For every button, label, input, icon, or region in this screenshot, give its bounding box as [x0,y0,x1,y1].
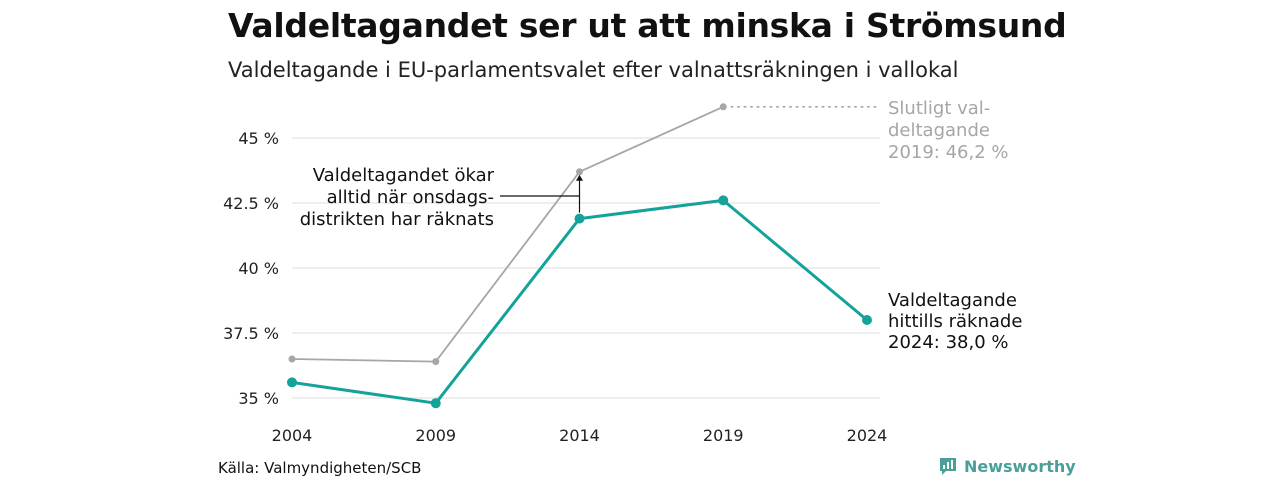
final-series-point [576,168,583,176]
counted-annotation-line: hittills räknade [888,311,1022,332]
counted-series-point [287,377,297,388]
x-tick-label: 2014 [559,426,600,445]
y-tick-label: 42.5 % [223,194,279,213]
final-series-line [291,105,724,363]
brand-name: Newsworthy [964,456,1076,476]
source-note: Källa: Valmyndigheten/SCB [218,459,422,477]
chart-title: Valdeltagandet ser ut att minska i Ström… [228,6,1067,45]
counted-series-point [574,213,585,224]
final-series-point [432,358,440,366]
y-tick-label: 40 % [238,259,279,278]
counted-annotation-line: Valdeltagande [888,290,1017,311]
x-tick-label: 2009 [415,426,456,445]
annotation-arrowhead [576,174,583,181]
counted-annotation-line: 2024: 38,0 % [888,332,1009,353]
final-series-point [719,103,727,111]
x-tick-label: 2024 [847,426,888,445]
y-tick-label: 45 % [238,129,279,148]
chart-subtitle: Valdeltagande i EU-parlamentsvalet efter… [228,58,959,82]
counted-series-point [430,398,441,409]
x-tick-label: 2019 [703,426,744,445]
counted-series-line [291,198,868,405]
wednesday-annotation-line: distrikten har räknats [300,209,494,230]
y-tick-label: 37.5 % [223,324,279,343]
counted-series-point [862,315,872,325]
x-tick-label: 2004 [272,426,313,445]
final-annotation-line: Slutligt val- [888,98,990,119]
wednesday-annotation-line: Valdeltagandet ökar [313,165,495,186]
y-tick-label: 35 % [238,389,279,408]
brand-logo: Newsworthy [938,456,1076,476]
final-annotation-line: deltagande [888,120,990,141]
final-series-point [288,355,296,363]
bar-chart-badge-icon [940,458,956,475]
wednesday-annotation-line: alltid när onsdags- [327,187,494,208]
counted-series-point [718,195,729,206]
final-annotation-line: 2019: 46,2 % [888,142,1009,163]
